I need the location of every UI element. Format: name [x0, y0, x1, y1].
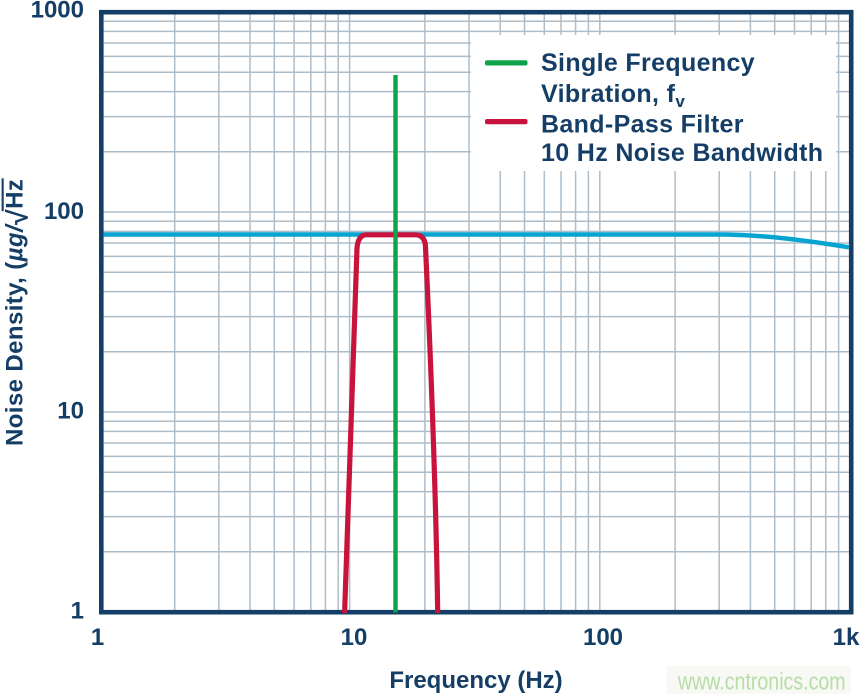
svg-text:1000: 1000	[31, 0, 84, 24]
svg-text:10: 10	[57, 398, 84, 425]
svg-text:www.cntronics.com: www.cntronics.com	[677, 668, 846, 696]
svg-text:1k: 1k	[833, 624, 860, 651]
svg-text:10 Hz Noise Bandwidth: 10 Hz Noise Bandwidth	[541, 139, 823, 167]
svg-text:100: 100	[583, 624, 623, 651]
svg-text:Vibration, fv: Vibration, fv	[541, 80, 685, 111]
svg-text:10: 10	[341, 624, 368, 651]
svg-text:Single Frequency: Single Frequency	[541, 49, 755, 77]
svg-text:Band-Pass Filter: Band-Pass Filter	[541, 111, 744, 139]
svg-text:100: 100	[44, 198, 84, 225]
svg-text:1: 1	[71, 598, 84, 625]
svg-text:Frequency (Hz): Frequency (Hz)	[389, 667, 562, 694]
svg-text:1: 1	[91, 624, 104, 651]
